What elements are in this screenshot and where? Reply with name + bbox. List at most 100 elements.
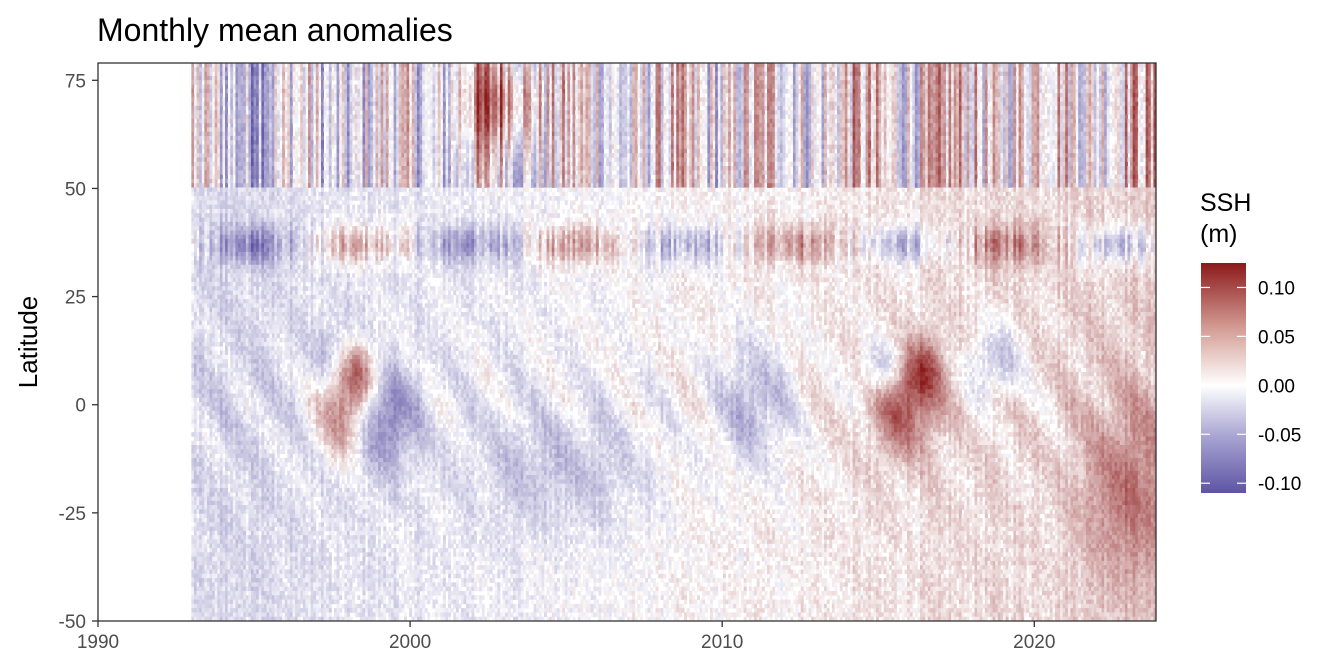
- heatmap-cell: [220, 587, 223, 592]
- heatmap-cell: [215, 127, 218, 132]
- heatmap-cell: [230, 604, 233, 609]
- heatmap-cell: [197, 93, 200, 98]
- heatmap-cell: [204, 342, 207, 347]
- heatmap-cell: [222, 316, 225, 321]
- heatmap-cell: [225, 449, 228, 454]
- heatmap-cell: [202, 346, 205, 351]
- heatmap-cell: [194, 256, 197, 261]
- heatmap-cell: [207, 290, 210, 295]
- heatmap-cell: [207, 436, 210, 441]
- heatmap-cell: [222, 76, 225, 81]
- heatmap-cell: [222, 522, 225, 527]
- heatmap-cell: [215, 67, 218, 72]
- heatmap-cell: [199, 578, 202, 583]
- heatmap-cell: [197, 578, 200, 583]
- heatmap-cell: [199, 316, 202, 321]
- heatmap-cell: [230, 518, 233, 523]
- heatmap-cell: [222, 492, 225, 497]
- heatmap-cell: [199, 63, 202, 68]
- heatmap-cell: [204, 278, 207, 283]
- heatmap-cell: [199, 539, 202, 544]
- heatmap-cell: [217, 316, 220, 321]
- heatmap-cell: [217, 466, 220, 471]
- heatmap-cell: [191, 561, 194, 566]
- heatmap-cell: [199, 531, 202, 536]
- heatmap-cell: [194, 411, 197, 416]
- heatmap-cell: [197, 363, 200, 368]
- heatmap-cell: [197, 539, 200, 544]
- heatmap-cell: [215, 256, 218, 261]
- heatmap-cell: [210, 355, 213, 360]
- heatmap-cell: [222, 321, 225, 326]
- heatmap-cell: [210, 406, 213, 411]
- heatmap-cell: [225, 466, 228, 471]
- heatmap-cell: [191, 265, 194, 270]
- heatmap-cell: [225, 248, 228, 253]
- heatmap-cell: [215, 149, 218, 154]
- heatmap-cell: [199, 342, 202, 347]
- heatmap-cell: [197, 102, 200, 107]
- heatmap-cell: [207, 115, 210, 120]
- heatmap-cell: [204, 355, 207, 360]
- heatmap-cell: [233, 454, 236, 459]
- heatmap-cell: [220, 218, 223, 223]
- heatmap-cell: [220, 295, 223, 300]
- heatmap-cell: [207, 213, 210, 218]
- heatmap-cell: [220, 591, 223, 596]
- heatmap-cell: [194, 123, 197, 128]
- heatmap-cell: [204, 411, 207, 416]
- heatmap-cell: [199, 295, 202, 300]
- heatmap-cell: [207, 359, 210, 364]
- heatmap-cell: [210, 544, 213, 549]
- heatmap-cell: [230, 312, 233, 317]
- heatmap-cell: [222, 230, 225, 235]
- heatmap-cell: [197, 273, 200, 278]
- heatmap-cell: [204, 67, 207, 72]
- heatmap-cell: [197, 187, 200, 192]
- heatmap-cell: [204, 497, 207, 502]
- heatmap-cell: [207, 110, 210, 115]
- heatmap-cell: [207, 402, 210, 407]
- heatmap-cell: [212, 183, 215, 188]
- heatmap-cell: [197, 402, 200, 407]
- heatmap-cell: [210, 248, 213, 253]
- heatmap-cell: [222, 132, 225, 137]
- heatmap-cell: [191, 419, 194, 424]
- heatmap-cell: [217, 522, 220, 527]
- heatmap-cell: [225, 102, 228, 107]
- heatmap-cell: [228, 582, 231, 587]
- heatmap-cell: [217, 539, 220, 544]
- heatmap-cell: [210, 308, 213, 313]
- heatmap-cell: [215, 175, 218, 180]
- heatmap-cell: [233, 256, 236, 261]
- heatmap-cell: [217, 312, 220, 317]
- heatmap-cell: [215, 136, 218, 141]
- heatmap-cell: [225, 80, 228, 85]
- heatmap-cell: [217, 587, 220, 592]
- heatmap-cell: [217, 175, 220, 180]
- heatmap-cell: [217, 222, 220, 227]
- heatmap-cell: [225, 205, 228, 210]
- heatmap-cell: [230, 595, 233, 600]
- heatmap-cell: [225, 608, 228, 613]
- heatmap-cell: [215, 608, 218, 613]
- heatmap-cell: [225, 582, 228, 587]
- heatmap-cell: [222, 372, 225, 377]
- heatmap-cell: [194, 132, 197, 137]
- heatmap-cell: [210, 522, 213, 527]
- heatmap-cell: [220, 260, 223, 265]
- heatmap-cell: [210, 458, 213, 463]
- heatmap-cell: [212, 89, 215, 94]
- heatmap-cell: [230, 63, 233, 68]
- heatmap-cell: [197, 505, 200, 510]
- heatmap-cell: [202, 488, 205, 493]
- heatmap-cell: [220, 157, 223, 162]
- heatmap-cell: [222, 252, 225, 257]
- heatmap-cell: [230, 557, 233, 562]
- heatmap-cell: [197, 269, 200, 274]
- heatmap-cell: [202, 175, 205, 180]
- heatmap-cell: [197, 604, 200, 609]
- heatmap-cell: [217, 509, 220, 514]
- heatmap-cell: [212, 454, 215, 459]
- heatmap-cell: [215, 179, 218, 184]
